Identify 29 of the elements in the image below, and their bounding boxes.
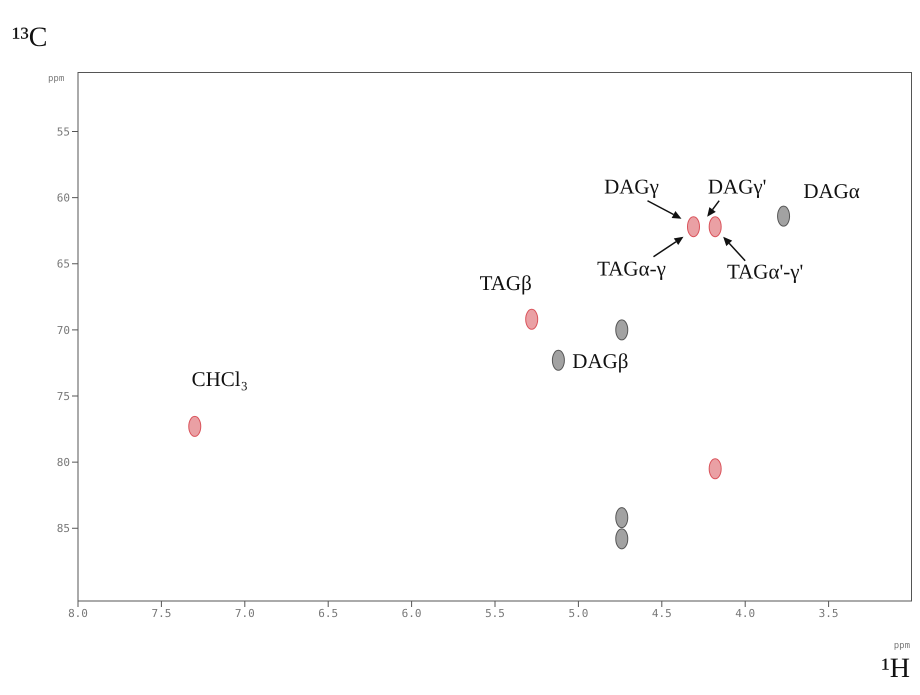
x-tick-label: 3.5 xyxy=(818,606,839,620)
x-tick-label: 7.0 xyxy=(234,606,255,620)
x-axis-title: ¹H xyxy=(881,653,910,685)
y-tick-label: 70 xyxy=(56,324,70,337)
x-tick-label: 6.0 xyxy=(402,606,422,620)
annotation: DAGγ xyxy=(604,174,659,199)
y-tick-label: 65 xyxy=(56,258,70,271)
x-tick-label: 8.0 xyxy=(68,606,88,620)
text: ppm xyxy=(894,641,910,651)
x-tick-label: 5.5 xyxy=(485,606,505,620)
annotation: DAGγ' xyxy=(708,174,766,199)
y-tick-label: 80 xyxy=(56,456,70,470)
annotation: TAGβ xyxy=(480,271,532,296)
text: ppm xyxy=(48,74,64,84)
x-tick-label: 4.0 xyxy=(735,606,756,620)
y-tick-label: 55 xyxy=(56,125,70,138)
annotation: DAGα xyxy=(803,178,860,203)
x-tick-label: 7.5 xyxy=(151,606,172,620)
y-tick-label: 75 xyxy=(56,390,70,403)
annotation: CHCl₃ xyxy=(192,367,248,392)
y-tick-label: 60 xyxy=(56,192,70,205)
y-tick-label: 85 xyxy=(56,522,70,536)
y-axis-title: ¹³C xyxy=(12,22,48,54)
annotation: TAGα-γ xyxy=(597,256,666,281)
x-tick-label: 6.5 xyxy=(318,606,338,620)
x-tick-label: 4.5 xyxy=(652,606,672,620)
annotation: TAGα'-γ' xyxy=(727,260,804,284)
annotation: DAGβ xyxy=(572,349,628,374)
x-tick-label: 5.0 xyxy=(568,606,588,620)
